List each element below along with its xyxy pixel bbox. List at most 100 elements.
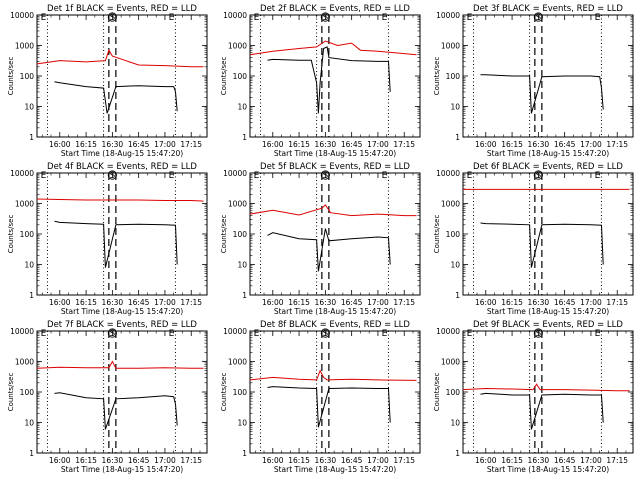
panel-title: Det 4f BLACK = Events, RED = LLD <box>47 162 197 172</box>
marker-label: E <box>169 171 175 181</box>
marker-label: E <box>254 13 260 23</box>
y-tick-label: 10 <box>450 261 460 270</box>
lld-series-line <box>36 360 204 369</box>
marker-label: E <box>595 171 601 181</box>
panel-title: Det 6f BLACK = Events, RED = LLD <box>473 162 623 172</box>
peak-circle <box>320 12 330 22</box>
plot-frame <box>249 172 421 296</box>
x-tick-label: 17:00 <box>580 140 602 149</box>
y-tick-label: 1000 <box>228 358 247 367</box>
events-series-line <box>480 392 604 430</box>
x-tick-label: 16:45 <box>128 298 150 307</box>
marker-label: E <box>382 329 388 339</box>
x-tick-label: 16:30 <box>528 140 550 149</box>
plot-frame <box>462 172 634 296</box>
y-tick-label: 10000 <box>10 11 34 20</box>
peak-circle <box>320 328 330 338</box>
y-axis-label: Counts/sec <box>7 57 15 96</box>
y-tick-label: 10 <box>237 261 247 270</box>
plot-frame <box>462 14 634 138</box>
x-tick-label: 17:15 <box>606 456 628 465</box>
x-tick-label: 16:30 <box>528 298 550 307</box>
y-axis-label: Counts/sec <box>433 57 441 96</box>
x-tick-label: 16:45 <box>341 298 363 307</box>
y-axis-label: Counts/sec <box>7 215 15 254</box>
events-series-line <box>267 46 391 114</box>
plot-frame <box>36 330 208 454</box>
y-tick-label: 10 <box>24 103 34 112</box>
y-axis-label: Counts/sec <box>220 57 228 96</box>
y-tick-label: 1000 <box>441 200 460 209</box>
x-tick-label: 16:30 <box>528 456 550 465</box>
detector-panel: Det 1f BLACK = Events, RED = LLD 1 10 100 10… <box>7 4 208 158</box>
x-tick-label: 16:00 <box>475 140 497 149</box>
y-tick-label: 10000 <box>436 169 460 178</box>
x-tick-label: 17:00 <box>154 140 176 149</box>
detector-panel: Det 6f BLACK = Events, RED = LLD 1 10 100 10… <box>433 162 634 316</box>
x-tick-label: 17:15 <box>393 456 415 465</box>
events-series-line <box>54 220 178 268</box>
plot-frame <box>249 330 421 454</box>
detector-panel: Det 4f BLACK = Events, RED = LLD 1 10 100 10… <box>7 162 208 316</box>
x-tick-label: 16:00 <box>49 298 71 307</box>
x-tick-label: 16:45 <box>554 298 576 307</box>
peak-circle <box>533 170 543 180</box>
x-tick-label: 17:00 <box>367 140 389 149</box>
x-tick-label: 16:00 <box>49 140 71 149</box>
marker-label: S <box>110 13 116 23</box>
x-tick-label: 16:30 <box>315 456 337 465</box>
y-tick-label: 1 <box>455 449 460 458</box>
panel-title: Det 5f BLACK = Events, RED = LLD <box>260 162 410 172</box>
y-tick-label: 1000 <box>15 358 34 367</box>
lld-series-line <box>249 40 417 56</box>
events-series-line <box>267 228 391 272</box>
y-tick-label: 10 <box>237 103 247 112</box>
x-tick-label: 17:00 <box>154 298 176 307</box>
y-tick-label: 10 <box>450 419 460 428</box>
x-tick-label: 17:15 <box>180 298 202 307</box>
y-tick-label: 100 <box>233 388 248 397</box>
y-tick-label: 1000 <box>441 42 460 51</box>
y-tick-label: 10000 <box>223 169 247 178</box>
x-tick-label: 17:00 <box>580 298 602 307</box>
x-tick-label: 16:30 <box>102 140 124 149</box>
y-tick-label: 1 <box>29 449 34 458</box>
y-tick-label: 1000 <box>15 200 34 209</box>
peak-circle <box>107 170 117 180</box>
x-tick-label: 17:00 <box>367 298 389 307</box>
marker-label: E <box>467 171 473 181</box>
detector-panel: Det 7f BLACK = Events, RED = LLD 1 10 100 10… <box>7 320 208 474</box>
plot-frame <box>249 14 421 138</box>
y-axis-label: Counts/sec <box>220 215 228 254</box>
x-tick-label: 16:45 <box>554 140 576 149</box>
events-series-line <box>267 386 391 428</box>
y-axis-label: Counts/sec <box>433 373 441 412</box>
y-tick-label: 1000 <box>228 42 247 51</box>
x-tick-label: 17:00 <box>580 456 602 465</box>
x-tick-label: 17:15 <box>180 456 202 465</box>
peak-circle <box>533 12 543 22</box>
detector-panel: Det 3f BLACK = Events, RED = LLD 1 10 100 10… <box>433 4 634 158</box>
x-tick-label: 17:15 <box>606 140 628 149</box>
marker-label: E <box>169 13 175 23</box>
events-series-line <box>480 222 604 268</box>
x-tick-label: 16:15 <box>288 298 310 307</box>
x-tick-label: 16:00 <box>262 456 284 465</box>
x-tick-label: 16:00 <box>475 298 497 307</box>
y-tick-label: 1 <box>455 291 460 300</box>
marker-label: E <box>254 171 260 181</box>
y-tick-label: 100 <box>20 230 35 239</box>
detector-panel: Det 2f BLACK = Events, RED = LLD 1 10 100 10… <box>220 4 421 158</box>
peak-circle <box>107 12 117 22</box>
y-tick-label: 10000 <box>10 327 34 336</box>
peak-circle <box>533 328 543 338</box>
events-series-line <box>54 392 178 430</box>
y-tick-label: 100 <box>446 72 461 81</box>
marker-label: E <box>382 171 388 181</box>
x-tick-label: 16:00 <box>49 456 71 465</box>
x-tick-label: 16:15 <box>288 456 310 465</box>
x-axis-label: Start Time (18-Aug-15 15:47:20) <box>274 465 396 474</box>
y-tick-label: 1 <box>242 449 247 458</box>
y-tick-label: 100 <box>20 388 35 397</box>
